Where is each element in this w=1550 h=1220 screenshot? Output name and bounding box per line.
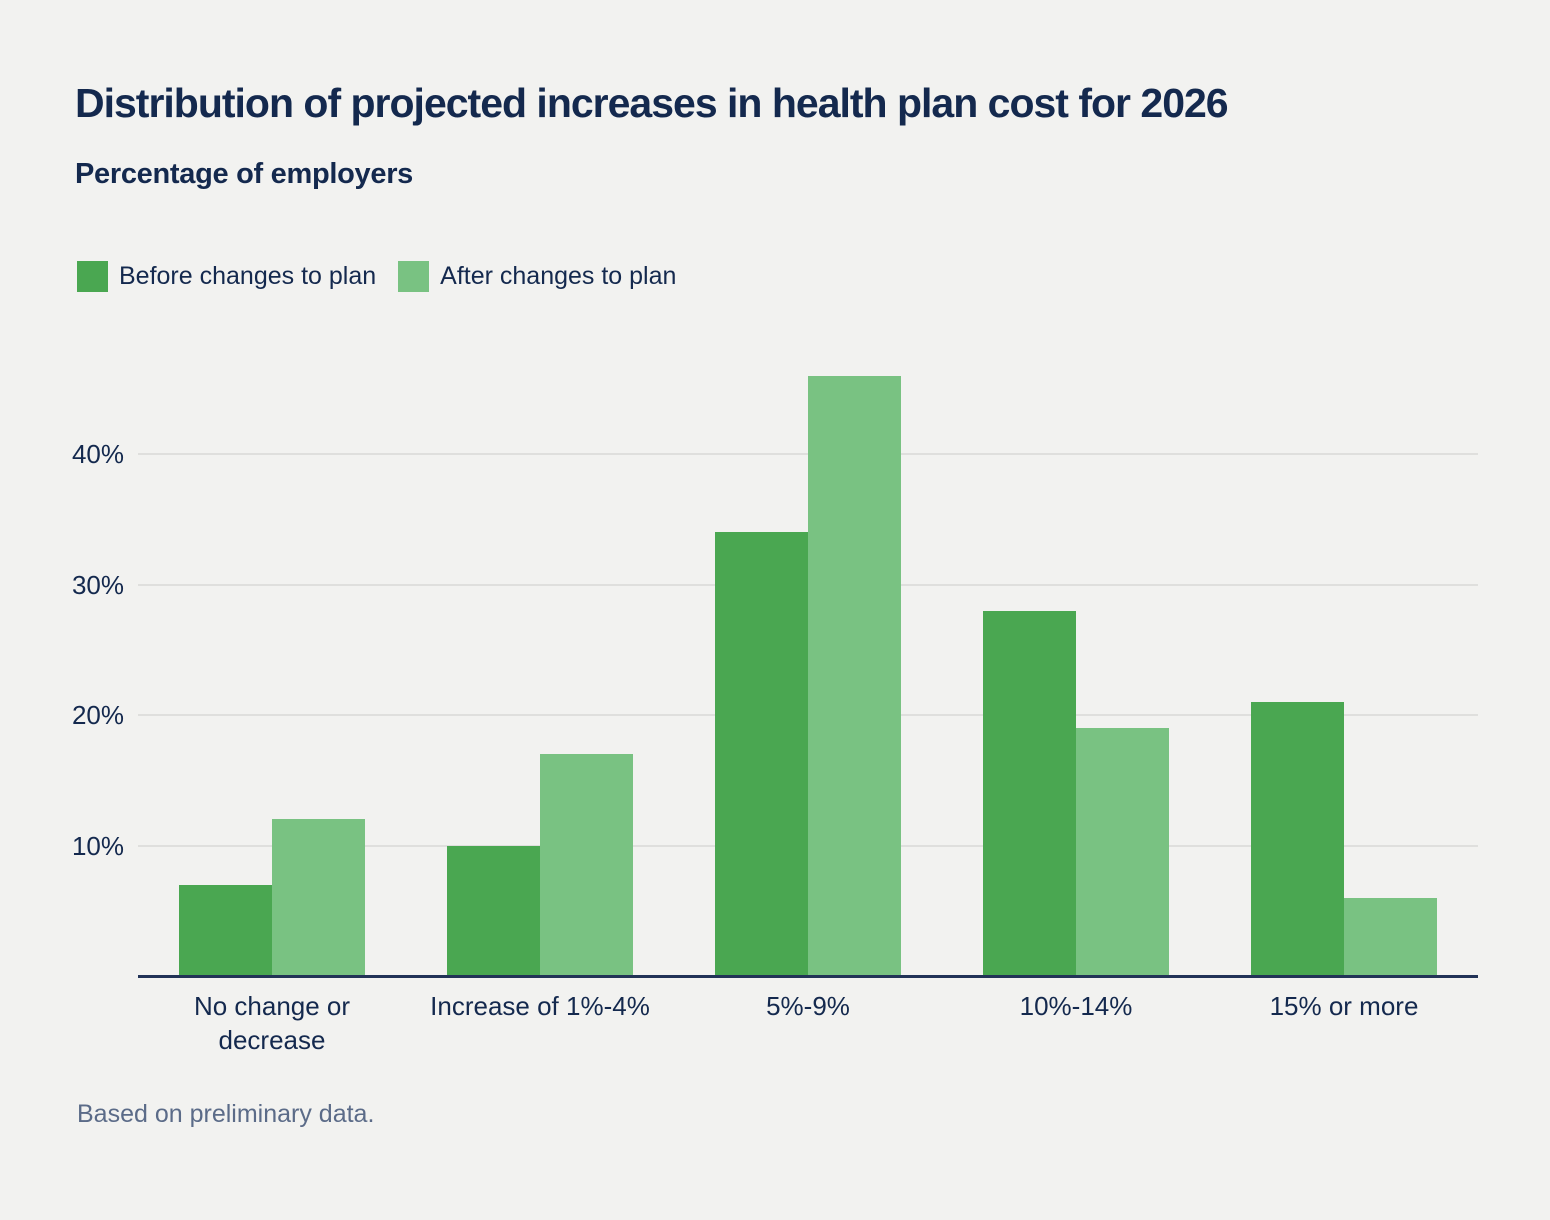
bar-before	[179, 884, 272, 976]
y-axis-tick-label: 30%	[71, 569, 124, 600]
x-axis-category-label: 5%-9%	[766, 991, 850, 1021]
bar-before	[1251, 701, 1344, 976]
bar-after	[808, 375, 901, 976]
bar-after	[272, 819, 365, 976]
x-axis-category-label: 10%-14%	[1019, 991, 1133, 1021]
legend-item-before: Before changes to plan	[77, 261, 376, 292]
chart-title: Distribution of projected increases in h…	[75, 80, 1229, 126]
footnote: Based on preliminary data.	[77, 1100, 375, 1128]
y-axis-tick-label: 10%	[71, 830, 124, 861]
bar-before	[447, 845, 540, 976]
legend-item-after: After changes to plan	[398, 261, 676, 292]
y-axis-tick-label: 20%	[71, 700, 124, 730]
legend-label-before: Before changes to plan	[119, 262, 377, 290]
bar-before	[715, 532, 808, 976]
legend-swatch-after	[398, 261, 430, 292]
legend-swatch-before	[77, 261, 108, 292]
bar-after	[540, 754, 633, 976]
bar-after	[1344, 897, 1437, 976]
x-axis-line	[138, 975, 1478, 978]
x-axis-category-label: Increase of 1%-4%	[430, 991, 650, 1021]
y-axis-tick-label: 40%	[71, 439, 124, 469]
x-axis-category-label: No change or decrease	[193, 991, 351, 1055]
bar-before	[983, 610, 1076, 976]
legend-label-after: After changes to plan	[440, 262, 677, 290]
legend: Before changes to plan After changes to …	[77, 261, 676, 292]
x-axis-category-label: 15% or more	[1269, 991, 1419, 1021]
chart-subtitle: Percentage of employers	[75, 158, 414, 190]
bar-after	[1076, 728, 1169, 976]
